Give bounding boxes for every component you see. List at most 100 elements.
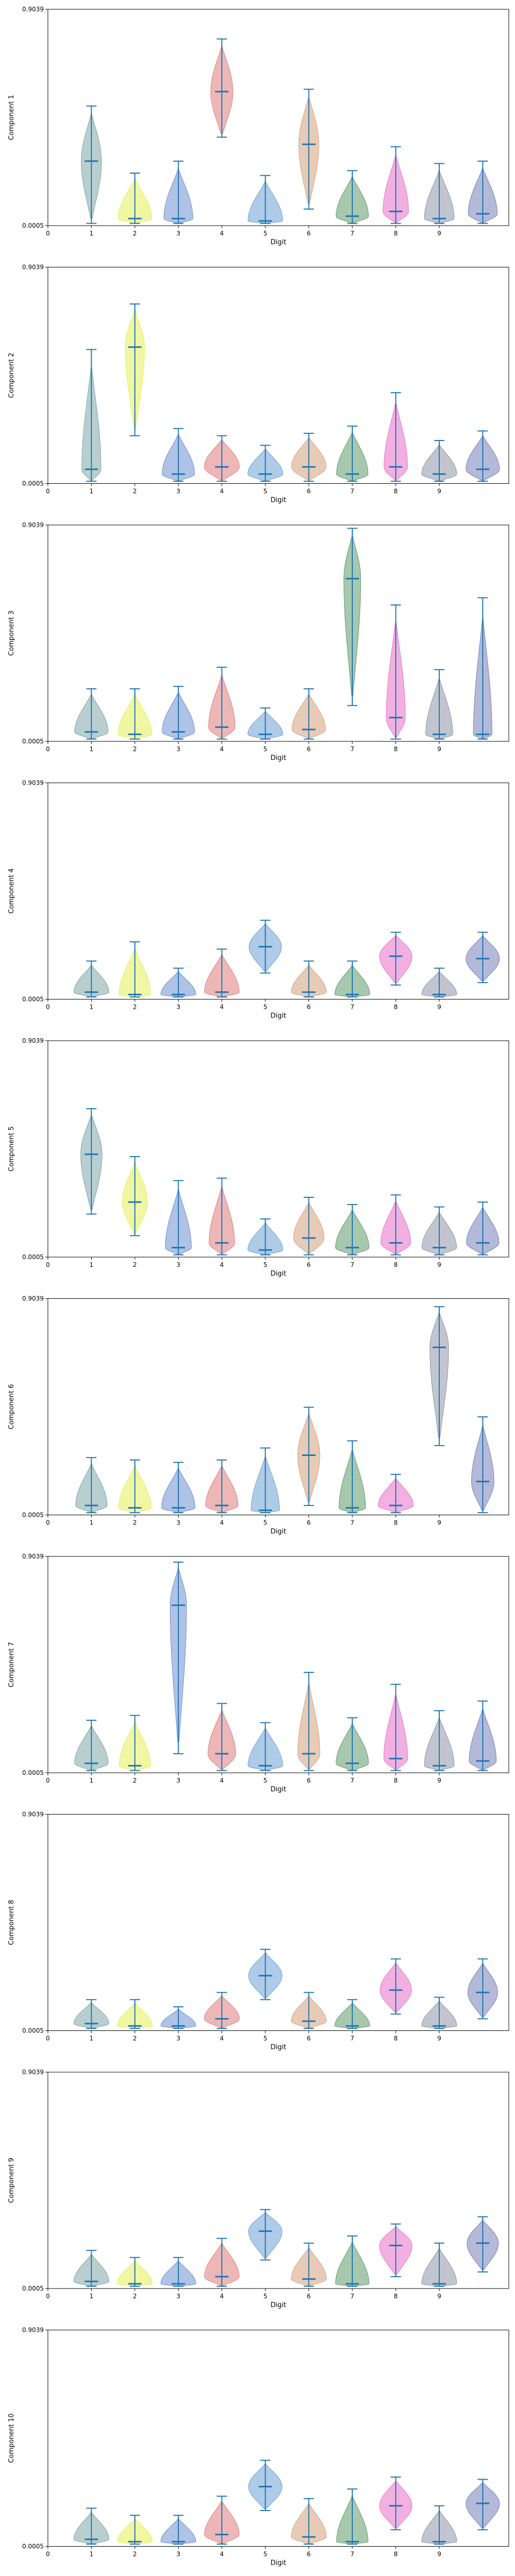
x-tick-label: 9 — [437, 2551, 441, 2558]
x-tick-label: 5 — [263, 1519, 267, 1527]
violin-digit-1 — [81, 349, 101, 482]
x-axis-label: Digit — [270, 497, 286, 504]
x-tick-label: 3 — [176, 488, 180, 495]
axes-frame — [47, 2072, 509, 2289]
x-tick-label: 1 — [90, 745, 94, 753]
x-axis-label: Digit — [270, 1270, 286, 1278]
x-tick-label: 2 — [133, 2293, 137, 2300]
violin-digit-9 — [421, 968, 457, 998]
violin-digit-10 — [469, 1700, 497, 1771]
x-tick-label: 3 — [176, 2551, 180, 2558]
subplot-component-5: 0 1 2 3 4 5 6 7 8 9 0.0005 0.9039 Digit Component 5 — [8, 1037, 509, 1278]
violin-digit-1 — [74, 688, 109, 740]
y-tick-label: 0.0005 — [22, 2543, 44, 2550]
x-tick-label: 9 — [437, 230, 441, 237]
violin-digit-4 — [204, 2496, 239, 2545]
violin-digit-3 — [165, 1180, 192, 1256]
x-tick-label: 1 — [90, 1004, 94, 1011]
x-tick-label: 9 — [437, 1004, 441, 1011]
violin-digit-3 — [169, 1562, 187, 1755]
x-tick-label: 3 — [176, 1261, 180, 1268]
y-axis-label: Component 3 — [8, 611, 15, 656]
violin-digit-3 — [160, 2515, 196, 2545]
violin-digit-2 — [118, 1459, 151, 1514]
x-axis-label: Digit — [270, 2560, 286, 2567]
y-axis-label: Component 4 — [8, 869, 15, 914]
violin-digit-6 — [291, 433, 327, 482]
y-axis-label: Component 2 — [8, 353, 15, 398]
x-tick-label: 2 — [133, 745, 137, 753]
violin-digit-2 — [117, 2257, 153, 2287]
x-tick-label: 8 — [394, 488, 398, 495]
x-tick-label: 3 — [176, 745, 180, 753]
violin-digit-4 — [204, 2238, 239, 2287]
violin-digit-3 — [160, 2006, 196, 2029]
x-tick-label: 1 — [90, 230, 94, 237]
x-tick-label: 0 — [46, 230, 50, 237]
violin-digit-2 — [117, 2515, 153, 2545]
x-axis-label: Digit — [270, 239, 286, 246]
violin-digit-7 — [344, 528, 361, 706]
x-tick-label: 2 — [133, 1004, 137, 1011]
axes-frame — [47, 1040, 509, 1258]
violin-digit-4 — [205, 1459, 238, 1514]
violin-digit-10 — [467, 1958, 498, 2020]
violin-digit-10 — [471, 1416, 494, 1514]
axes-frame — [47, 2330, 509, 2547]
violin-digit-8 — [381, 1194, 411, 1256]
y-tick-label: 0.9039 — [22, 2069, 44, 2076]
axes-frame — [47, 1814, 509, 2031]
x-tick-label: 0 — [46, 2293, 50, 2300]
violin-digit-6 — [291, 960, 327, 998]
x-tick-label: 2 — [133, 1519, 137, 1527]
y-tick-label: 0.0005 — [22, 480, 44, 487]
y-tick-label: 0.9039 — [22, 2327, 44, 2334]
violin-digit-1 — [73, 960, 109, 998]
x-tick-label: 8 — [394, 1777, 398, 1784]
violin-digit-9 — [421, 2505, 457, 2545]
violin-digit-5 — [248, 2209, 283, 2261]
y-tick-label: 0.0005 — [22, 996, 44, 1003]
y-tick-label: 0.9039 — [22, 1295, 44, 1302]
x-tick-label: 8 — [394, 745, 398, 753]
x-tick-label: 7 — [350, 745, 354, 753]
violin-digit-9 — [421, 440, 457, 482]
axes-frame — [47, 524, 509, 742]
x-tick-label: 6 — [307, 2293, 311, 2300]
x-tick-label: 3 — [176, 230, 180, 237]
x-axis-label: Digit — [270, 2044, 286, 2052]
violin-digit-7 — [334, 960, 370, 998]
x-tick-label: 4 — [220, 2551, 224, 2558]
axes-frame — [47, 1556, 509, 1773]
x-tick-label: 7 — [350, 2551, 354, 2558]
x-tick-label: 5 — [263, 2035, 267, 2042]
y-tick-label: 0.0005 — [22, 2285, 44, 2292]
x-tick-label: 6 — [307, 488, 311, 495]
violin-digit-2 — [118, 941, 151, 998]
violin-digit-6 — [291, 688, 326, 740]
violin-digit-2 — [118, 1715, 151, 1771]
x-tick-label: 4 — [220, 1519, 224, 1527]
x-tick-label: 2 — [133, 2551, 137, 2558]
violin-digit-9 — [430, 1306, 449, 1446]
x-tick-label: 5 — [263, 1777, 267, 1784]
x-tick-label: 6 — [307, 1261, 311, 1268]
violin-digit-6 — [297, 1406, 320, 1506]
violin-digit-5 — [249, 920, 282, 974]
violin-digit-6 — [293, 1197, 324, 1256]
violin-digit-3 — [161, 1462, 196, 1514]
x-tick-label: 2 — [133, 1261, 137, 1268]
violin-digit-7 — [338, 1440, 366, 1514]
violin-digit-8 — [383, 1684, 408, 1771]
violin-digit-2 — [117, 1999, 153, 2029]
violin-digit-2 — [125, 303, 145, 436]
violin-digit-7 — [335, 2235, 370, 2287]
x-tick-label: 1 — [90, 2293, 94, 2300]
violin-digit-5 — [247, 707, 283, 740]
y-axis-label: Component 7 — [8, 1642, 15, 1687]
violin-digit-7 — [336, 426, 369, 482]
x-tick-label: 6 — [307, 230, 311, 237]
x-tick-label: 8 — [394, 2293, 398, 2300]
x-tick-label: 5 — [263, 2551, 267, 2558]
violin-digit-10 — [467, 2216, 499, 2273]
